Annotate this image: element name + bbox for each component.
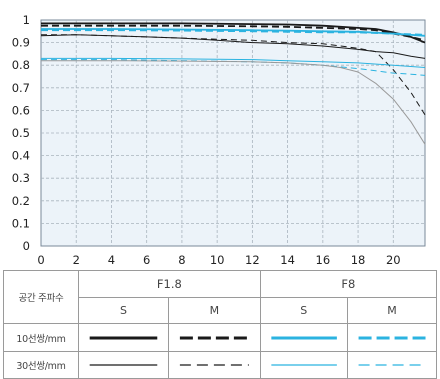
y-tick-label: 0: [23, 239, 30, 253]
swatch-cell: [346, 323, 438, 352]
x-tick-label: 8: [178, 253, 185, 267]
sub-header-m-f18: M: [167, 297, 261, 325]
y-tick-label: 1: [23, 13, 30, 27]
y-tick-label: 0.1: [12, 216, 30, 230]
swatch-cell: [78, 323, 169, 352]
x-tick-labels: 0 2 4 6 8 10 12 14 16 18 20: [37, 253, 400, 267]
y-tick-label: 0.5: [12, 126, 30, 140]
y-tick-label: 0.4: [12, 149, 30, 163]
y-tick-label: 0.8: [12, 58, 30, 72]
swatch-cell: [259, 323, 348, 352]
x-tick-label: 14: [280, 253, 295, 267]
x-tick-label: 0: [37, 253, 44, 267]
line-swatch: [271, 336, 337, 340]
y-tick-label: 0.3: [12, 171, 30, 185]
series-line: [41, 60, 426, 145]
sub-header-s-f8: S: [259, 297, 348, 325]
spatial-frequency-header: 공간 주파수: [3, 269, 79, 325]
y-tick-label: 0.7: [12, 81, 30, 95]
y-tick-label: 0.6: [12, 103, 30, 117]
group-f18-header: F1.8: [78, 269, 261, 299]
y-tick-label: 0.9: [12, 36, 30, 50]
line-swatch: [358, 336, 426, 340]
swatch-cell: [259, 350, 348, 379]
x-tick-label: 2: [73, 253, 80, 267]
swatch-cell: [346, 350, 438, 379]
series-line: [40, 34, 426, 59]
line-swatch: [179, 364, 249, 366]
swatch-cell: [78, 350, 169, 379]
series-line: [41, 28, 426, 37]
row-label-10lp: 10선쌍/mm: [3, 323, 79, 352]
series-line: [41, 57, 426, 68]
series-line: [41, 34, 426, 116]
legend-row-10lp: 10선쌍/mm: [3, 323, 438, 352]
series-group: [40, 22, 426, 145]
mtf-chart: 0 2 4 6 8 10 12 14 16 18 20 0 0.1 0.2 0.3 0.4 0.5 0.6 0.7…: [12, 13, 426, 267]
x-tick-label: 16: [316, 253, 331, 267]
line-swatch: [89, 364, 158, 366]
x-tick-label: 12: [245, 253, 260, 267]
legend-row-30lp: 30선쌍/mm: [3, 350, 438, 379]
group-f8-header: F8: [259, 269, 438, 299]
x-tick-label: 18: [351, 253, 366, 267]
line-swatch: [271, 364, 337, 366]
y-tick-label: 0.2: [12, 194, 30, 208]
x-tick-label: 20: [386, 253, 401, 267]
legend-table: 공간 주파수 F1.8 F8 S M S M 10선쌍/mm 30선쌍/mm: [3, 269, 438, 379]
row-label-30lp: 30선쌍/mm: [3, 350, 79, 379]
sub-header-m-f8: M: [346, 297, 438, 325]
x-tick-label: 6: [143, 253, 150, 267]
swatch-cell: [167, 323, 261, 352]
grid: [41, 20, 425, 246]
y-tick-labels: 0 0.1 0.2 0.3 0.4 0.5 0.6 0.7 0.8 0.9 1: [12, 13, 30, 253]
line-swatch: [179, 336, 249, 340]
line-swatch: [89, 336, 158, 340]
swatch-cell: [167, 350, 261, 379]
x-tick-label: 10: [210, 253, 225, 267]
sub-header-s-f18: S: [78, 297, 169, 325]
line-swatch: [358, 364, 426, 366]
series-line: [41, 29, 426, 36]
x-tick-label: 4: [108, 253, 115, 267]
